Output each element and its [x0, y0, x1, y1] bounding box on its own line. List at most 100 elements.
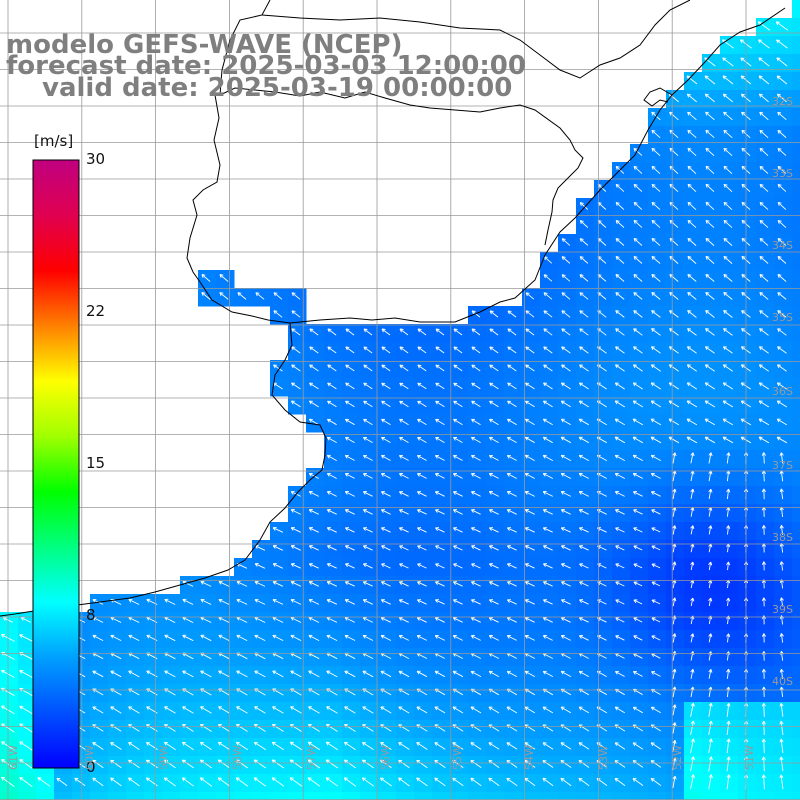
- wind-arrow: [507, 364, 517, 372]
- wind-arrow: [687, 274, 697, 282]
- wind-speed-cell: [270, 558, 289, 577]
- lon-label-54w: 54W: [523, 745, 536, 770]
- wind-arrow: [237, 292, 247, 300]
- wind-speed-cell: [486, 594, 505, 613]
- wind-speed-cell: [612, 612, 631, 631]
- wind-arrow: [759, 274, 769, 282]
- wind-speed-cell: [414, 594, 433, 613]
- wind-speed-cell: [234, 594, 253, 613]
- wind-speed-cell: [774, 738, 793, 757]
- wind-speed-cell: [288, 558, 307, 577]
- wind-speed-cell: [144, 666, 163, 685]
- wind-speed-cell: [0, 792, 19, 800]
- wind-arrow: [776, 382, 787, 390]
- wind-speed-cell: [432, 792, 451, 800]
- wind-arrow: [633, 328, 643, 336]
- wind-arrow: [363, 346, 373, 354]
- wind-speed-cell: [594, 486, 613, 505]
- wind-speed-cell: [414, 540, 433, 559]
- wind-speed-cell: [234, 792, 253, 800]
- wind-speed-cell: [144, 792, 163, 800]
- wind-speed-cell: [630, 558, 649, 577]
- wind-speed-cell: [108, 666, 127, 685]
- wind-speed-cell: [486, 630, 505, 649]
- wind-speed-cell: [504, 486, 523, 505]
- wind-speed-cell: [108, 630, 127, 649]
- wind-speed-cell: [450, 666, 469, 685]
- wind-speed-cell: [360, 576, 379, 595]
- wind-speed-cell: [720, 630, 739, 649]
- wind-speed-cell: [270, 612, 289, 631]
- wind-arrow: [650, 364, 661, 372]
- wind-speed-cell: [306, 504, 325, 523]
- wind-arrow: [399, 364, 409, 372]
- wind-speed-cell: [414, 468, 433, 487]
- wind-speed-cell: [378, 432, 397, 451]
- wind-speed-cell: [522, 648, 541, 667]
- wind-arrow: [489, 382, 499, 390]
- wind-speed-cell: [234, 648, 253, 667]
- wind-speed-cell: [288, 612, 307, 631]
- wind-arrow: [669, 147, 679, 157]
- wind-speed-cell: [378, 540, 397, 559]
- wind-speed-cell: [360, 792, 379, 800]
- wind-speed-cell: [252, 666, 271, 685]
- wind-speed-cell: [126, 666, 145, 685]
- wind-speed-cell: [648, 612, 667, 631]
- wind-speed-cell: [558, 666, 577, 685]
- wind-speed-cell: [576, 576, 595, 595]
- wind-arrow: [543, 292, 553, 300]
- wind-speed-cell: [558, 540, 577, 559]
- wind-arrow: [345, 436, 355, 443]
- wind-speed-cell: [252, 648, 271, 667]
- wind-speed-cell: [792, 0, 800, 19]
- wind-speed-cell: [378, 576, 397, 595]
- wind-speed-cell: [630, 594, 649, 613]
- wind-arrow: [777, 238, 787, 246]
- wind-arrow: [578, 418, 590, 426]
- wind-speed-cell: [396, 558, 415, 577]
- wind-speed-cell: [180, 792, 199, 800]
- wind-speed-cell: [702, 756, 721, 775]
- wind-arrow: [759, 292, 769, 300]
- wind-speed-cell: [792, 234, 800, 253]
- wind-arrow: [777, 147, 787, 156]
- wind-speed-cell: [684, 630, 703, 649]
- wind-speed-cell: [702, 648, 721, 667]
- wind-arrow: [686, 346, 697, 354]
- wind-speed-cell: [216, 630, 235, 649]
- wind-arrow: [686, 382, 698, 390]
- wind-speed-cell: [558, 522, 577, 541]
- wind-speed-cell: [648, 558, 667, 577]
- wind-speed-cell: [792, 36, 800, 55]
- wind-arrow: [435, 400, 445, 408]
- wind-speed-cell: [648, 486, 667, 505]
- wind-arrow: [686, 436, 698, 444]
- wind-speed-cell: [90, 594, 109, 613]
- wind-speed-cell: [684, 666, 703, 685]
- wind-speed-cell: [450, 594, 469, 613]
- wind-speed-cell: [342, 432, 361, 451]
- wind-arrow: [579, 202, 589, 210]
- wind-arrow: [399, 436, 409, 443]
- wind-speed-cell: [432, 468, 451, 487]
- wind-speed-cell: [756, 792, 775, 800]
- wind-speed-cell: [486, 792, 505, 800]
- wind-arrow: [579, 310, 589, 318]
- wind-speed-cell: [738, 738, 757, 757]
- wind-speed-cell: [558, 576, 577, 595]
- wind-speed-cell: [792, 252, 800, 271]
- wind-speed-cell: [342, 558, 361, 577]
- wind-arrow: [453, 346, 463, 354]
- wind-arrow: [758, 400, 770, 408]
- wind-speed-cell: [288, 522, 307, 541]
- wind-speed-cell: [702, 774, 721, 793]
- wind-arrow: [759, 219, 769, 228]
- wind-speed-cell: [702, 432, 721, 451]
- wind-speed-cell: [666, 540, 685, 559]
- wind-speed-cell: [162, 684, 181, 703]
- wind-speed-cell: [396, 792, 415, 800]
- wind-speed-cell: [738, 666, 757, 685]
- wind-speed-cell: [666, 792, 685, 800]
- wind-speed-cell: [270, 684, 289, 703]
